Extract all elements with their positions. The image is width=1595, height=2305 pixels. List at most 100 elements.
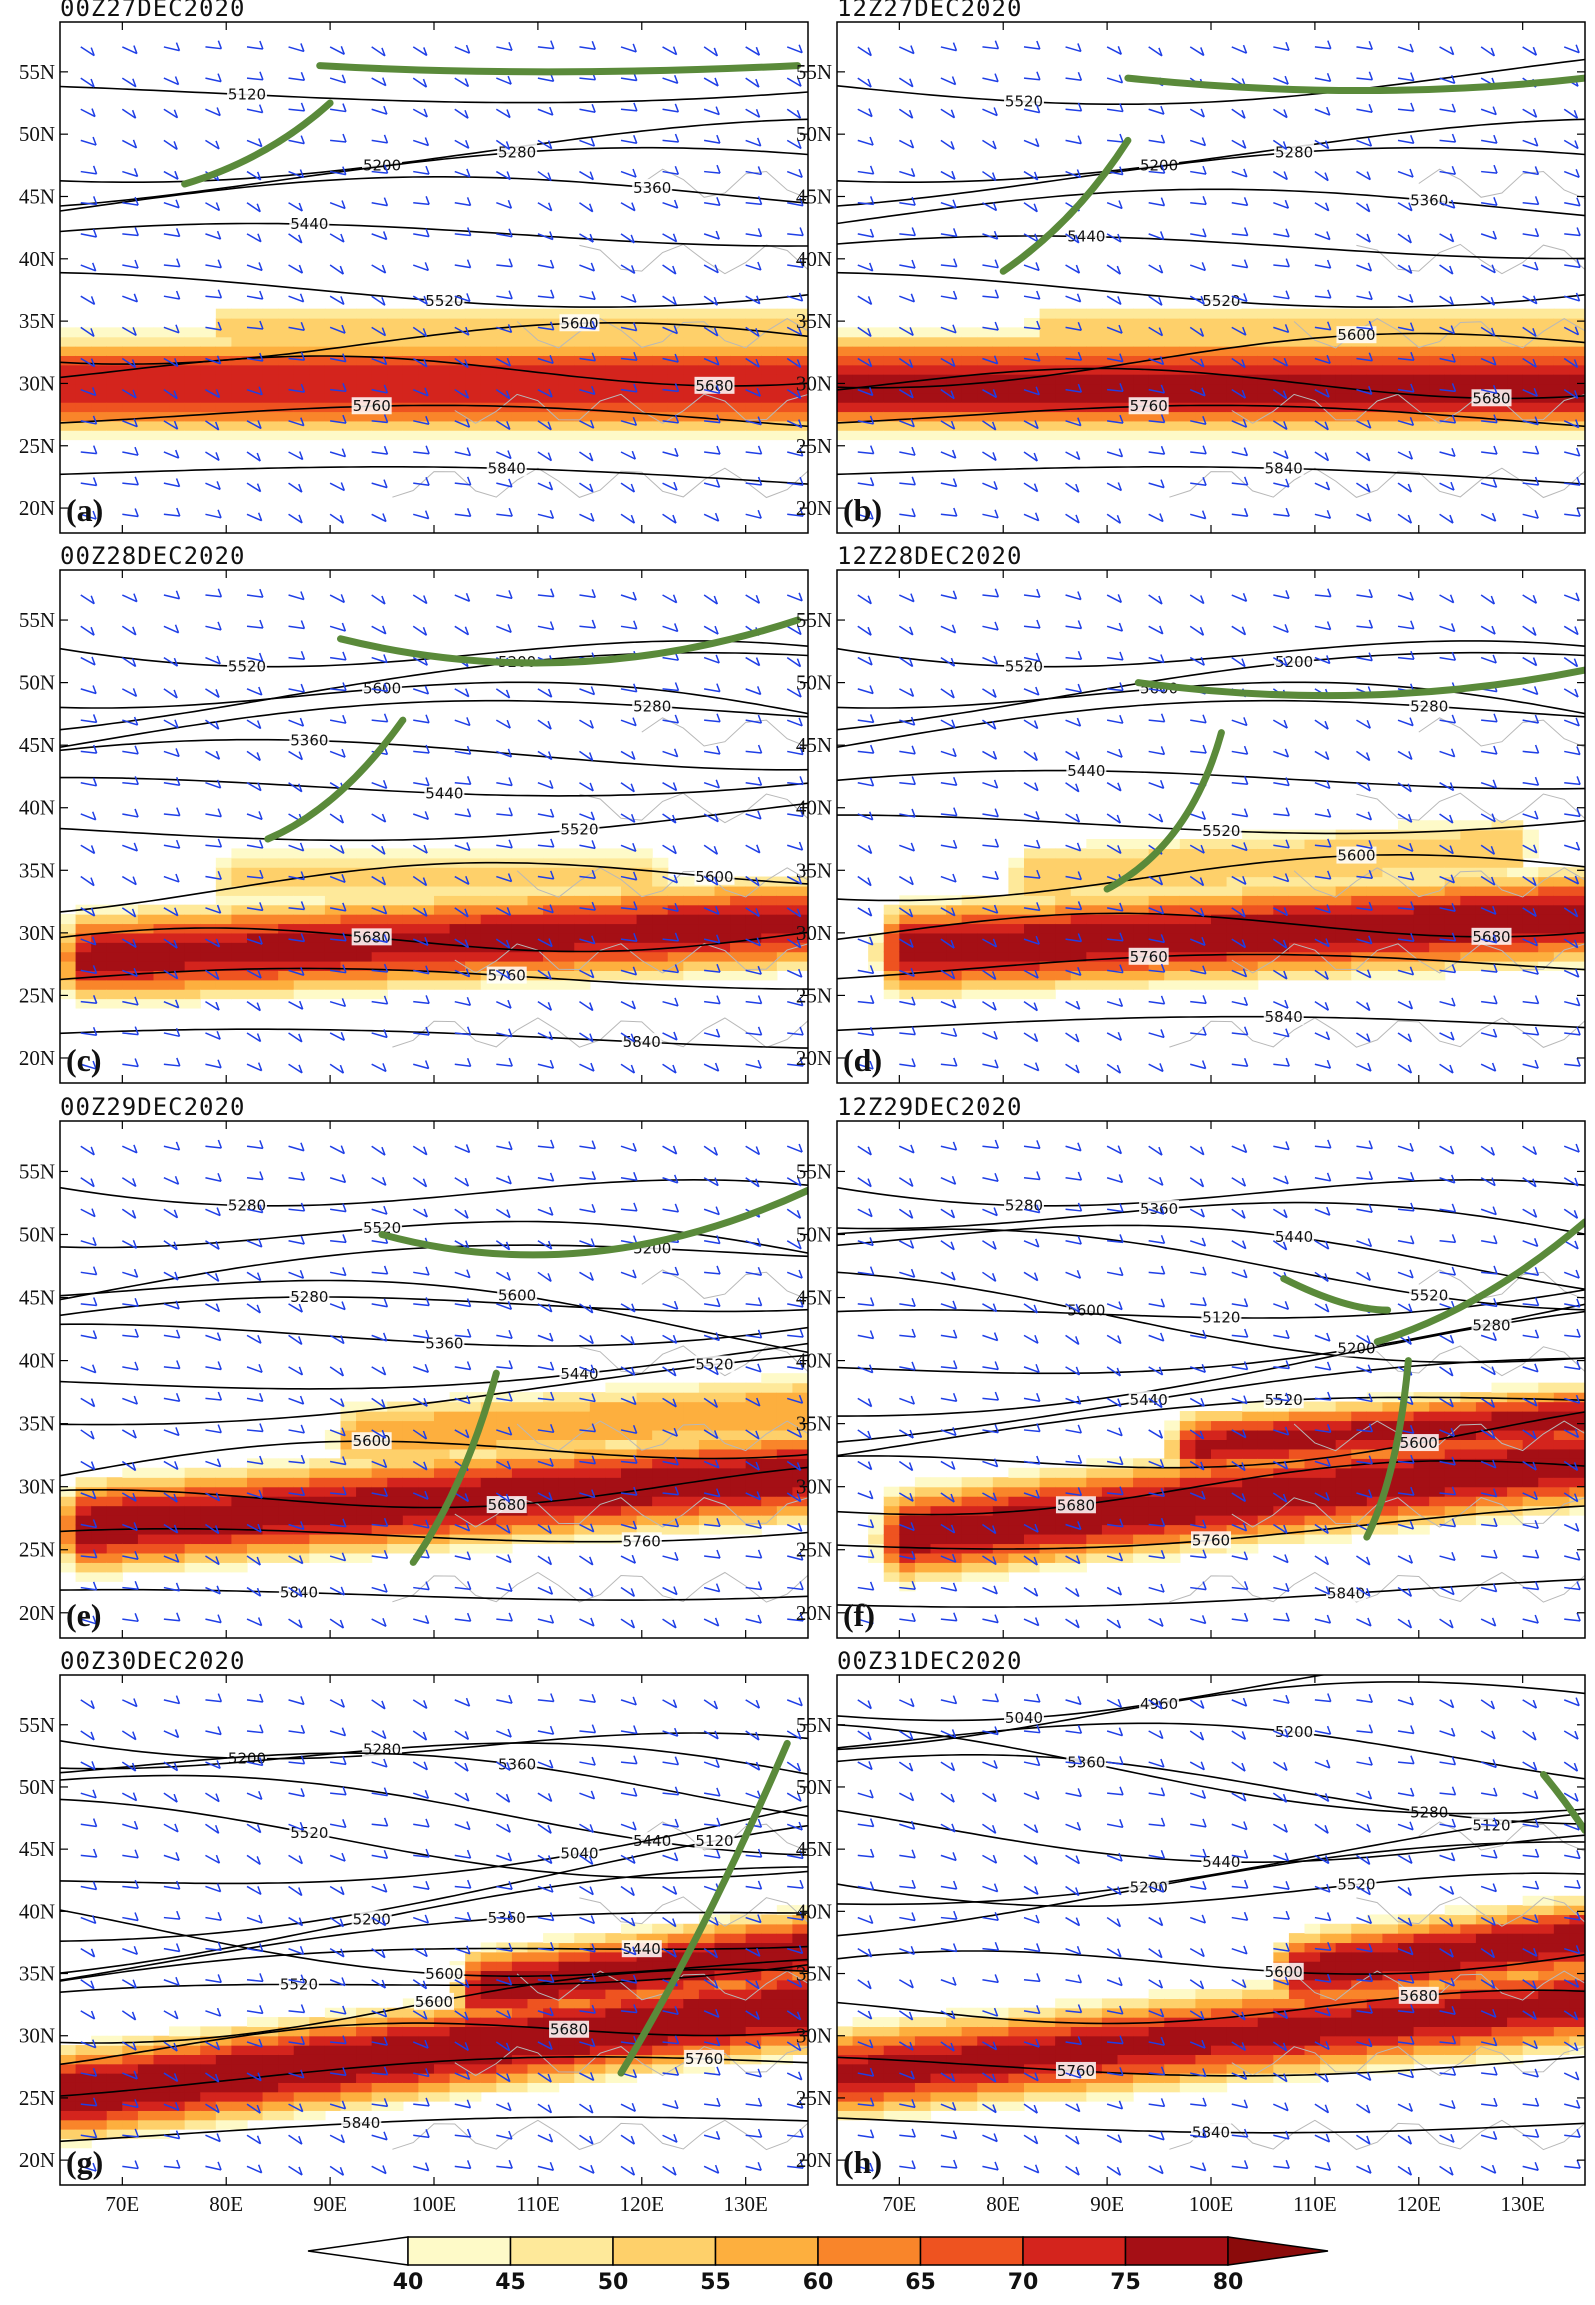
- lat-tick-label: 50N: [19, 122, 55, 146]
- lat-tick-label: 20N: [796, 1046, 832, 1070]
- lat-tick-label: 50N: [19, 671, 55, 695]
- height-contour: [837, 1310, 1585, 1417]
- contour-label: 5680: [1400, 1987, 1438, 2005]
- lat-tick-label: 30N: [19, 921, 55, 945]
- lat-tick-label: 55N: [796, 1159, 832, 1183]
- trough-line: [999, 136, 1132, 275]
- map-background: [60, 22, 808, 533]
- contour-label: 5360: [498, 1756, 536, 1774]
- lat-tick-label: 40N: [19, 796, 55, 820]
- contour-label: 5440: [1202, 1853, 1240, 1871]
- panel-title: 00Z31DEC2020: [837, 1647, 1022, 1675]
- panel-label: (e): [66, 1597, 102, 1633]
- contour-label: 5440: [623, 1940, 661, 1958]
- lon-tick-label: 120E: [1397, 2192, 1441, 2216]
- height-contour: [60, 1824, 808, 1942]
- contour-label: 5520: [228, 657, 266, 675]
- contour-label: 5600: [1400, 1434, 1438, 1452]
- height-contour: [837, 699, 1585, 748]
- lon-tick-label: 80E: [986, 2192, 1020, 2216]
- country-borders: [1169, 717, 1585, 1048]
- height-contour: [837, 1724, 1585, 1815]
- contour-label: 5520: [1005, 93, 1043, 111]
- height-contour: [60, 1342, 808, 1390]
- height-contour: [60, 85, 808, 104]
- colorbar-over-arrow: [1227, 2236, 1329, 2266]
- panel-label: (a): [66, 492, 103, 528]
- height-contour: [60, 176, 808, 212]
- lat-tick-label: 50N: [19, 1222, 55, 1246]
- contour-label: 5840: [342, 2114, 380, 2132]
- map-panel: 5520560052005280536054405520560056805760…: [19, 542, 809, 1084]
- lon-tick-label: 110E: [1293, 2192, 1337, 2216]
- contour-label: 5680: [550, 2021, 588, 2039]
- height-contour: [837, 640, 1585, 668]
- height-contour: [60, 1296, 808, 1317]
- contour-label: 5520: [1005, 657, 1043, 675]
- trough-line: [1539, 1771, 1585, 1834]
- contour-label: 5360: [1140, 1200, 1178, 1218]
- contour-label: 5040: [560, 1845, 598, 1863]
- contour-label: 5520: [1202, 292, 1240, 310]
- height-contour: [837, 681, 1585, 715]
- height-contour: [837, 1303, 1585, 1375]
- contour-label: 5120: [228, 86, 266, 104]
- map-panel: 5520560052005280544055205600568057605840…: [796, 542, 1586, 1084]
- height-contour: [60, 1440, 808, 1477]
- contour-label: 5360: [1410, 191, 1448, 209]
- height-contour: [837, 1396, 1585, 1457]
- lat-tick-label: 30N: [19, 1475, 55, 1499]
- height-contour: [837, 769, 1585, 790]
- wind-speed-shading: [868, 820, 1585, 1000]
- contour-label: 5680: [488, 1496, 526, 1514]
- height-contour: [60, 2056, 808, 2097]
- map-panel: 5040496052005280536054405520512052005600…: [796, 1647, 1586, 2216]
- height-contour: [837, 1578, 1585, 1608]
- contour-label: 5360: [290, 731, 328, 749]
- contour-label: 5520: [1410, 1287, 1448, 1305]
- colorbar: 40 45 50 55 60 65 70 75 80: [307, 2236, 1329, 2295]
- colorbar-swatch: [919, 2236, 1024, 2266]
- lat-tick-label: 55N: [19, 608, 55, 632]
- panel-grid: 5120 5200 5280 5360 5440 5520 5600 5680 5760 5840…: [19, 0, 1586, 2216]
- wind-speed-shading: [60, 308, 808, 441]
- lat-tick-label: 45N: [19, 184, 55, 208]
- contour-label: 5280: [1410, 697, 1448, 715]
- panel-label: (c): [66, 1042, 102, 1078]
- trough-line: [1373, 1218, 1585, 1346]
- lat-tick-label: 45N: [796, 184, 832, 208]
- contour-label: 5840: [1327, 1585, 1365, 1603]
- lat-tick-label: 45N: [796, 733, 832, 757]
- lat-tick-label: 40N: [19, 247, 55, 271]
- lat-tick-label: 40N: [796, 247, 832, 271]
- trough-lines: [1539, 1771, 1585, 1834]
- trough-line: [1103, 729, 1225, 893]
- height-contour: [60, 1805, 808, 1885]
- trough-line: [378, 1186, 808, 1259]
- contour-label: 5280: [1472, 1316, 1510, 1334]
- contour-label: 5760: [353, 397, 391, 415]
- lat-tick-label: 25N: [796, 1538, 832, 1562]
- contour-label: 5760: [1192, 1531, 1230, 1549]
- lat-tick-label: 20N: [19, 496, 55, 520]
- contour-label: 5360: [633, 179, 671, 197]
- lat-tick-label: 45N: [796, 1837, 832, 1861]
- panel-title: 00Z29DEC2020: [60, 1093, 245, 1121]
- lat-tick-label: 45N: [19, 733, 55, 757]
- wind-barbs: [857, 1139, 1581, 1629]
- height-contour: [837, 2056, 1585, 2077]
- contour-label: 5200: [1275, 1723, 1313, 1741]
- lat-tick-label: 20N: [19, 1601, 55, 1625]
- colorbar-under-arrow: [307, 2236, 409, 2266]
- trough-line: [409, 1369, 500, 1566]
- contour-label: 5600: [1265, 1963, 1303, 1981]
- trough-line: [1124, 74, 1585, 95]
- trough-line: [1280, 1275, 1392, 1314]
- height-contour: [837, 1681, 1585, 1751]
- height-contour: [837, 953, 1585, 980]
- wind-barbs: [80, 1139, 804, 1629]
- lat-tick-label: 55N: [796, 60, 832, 84]
